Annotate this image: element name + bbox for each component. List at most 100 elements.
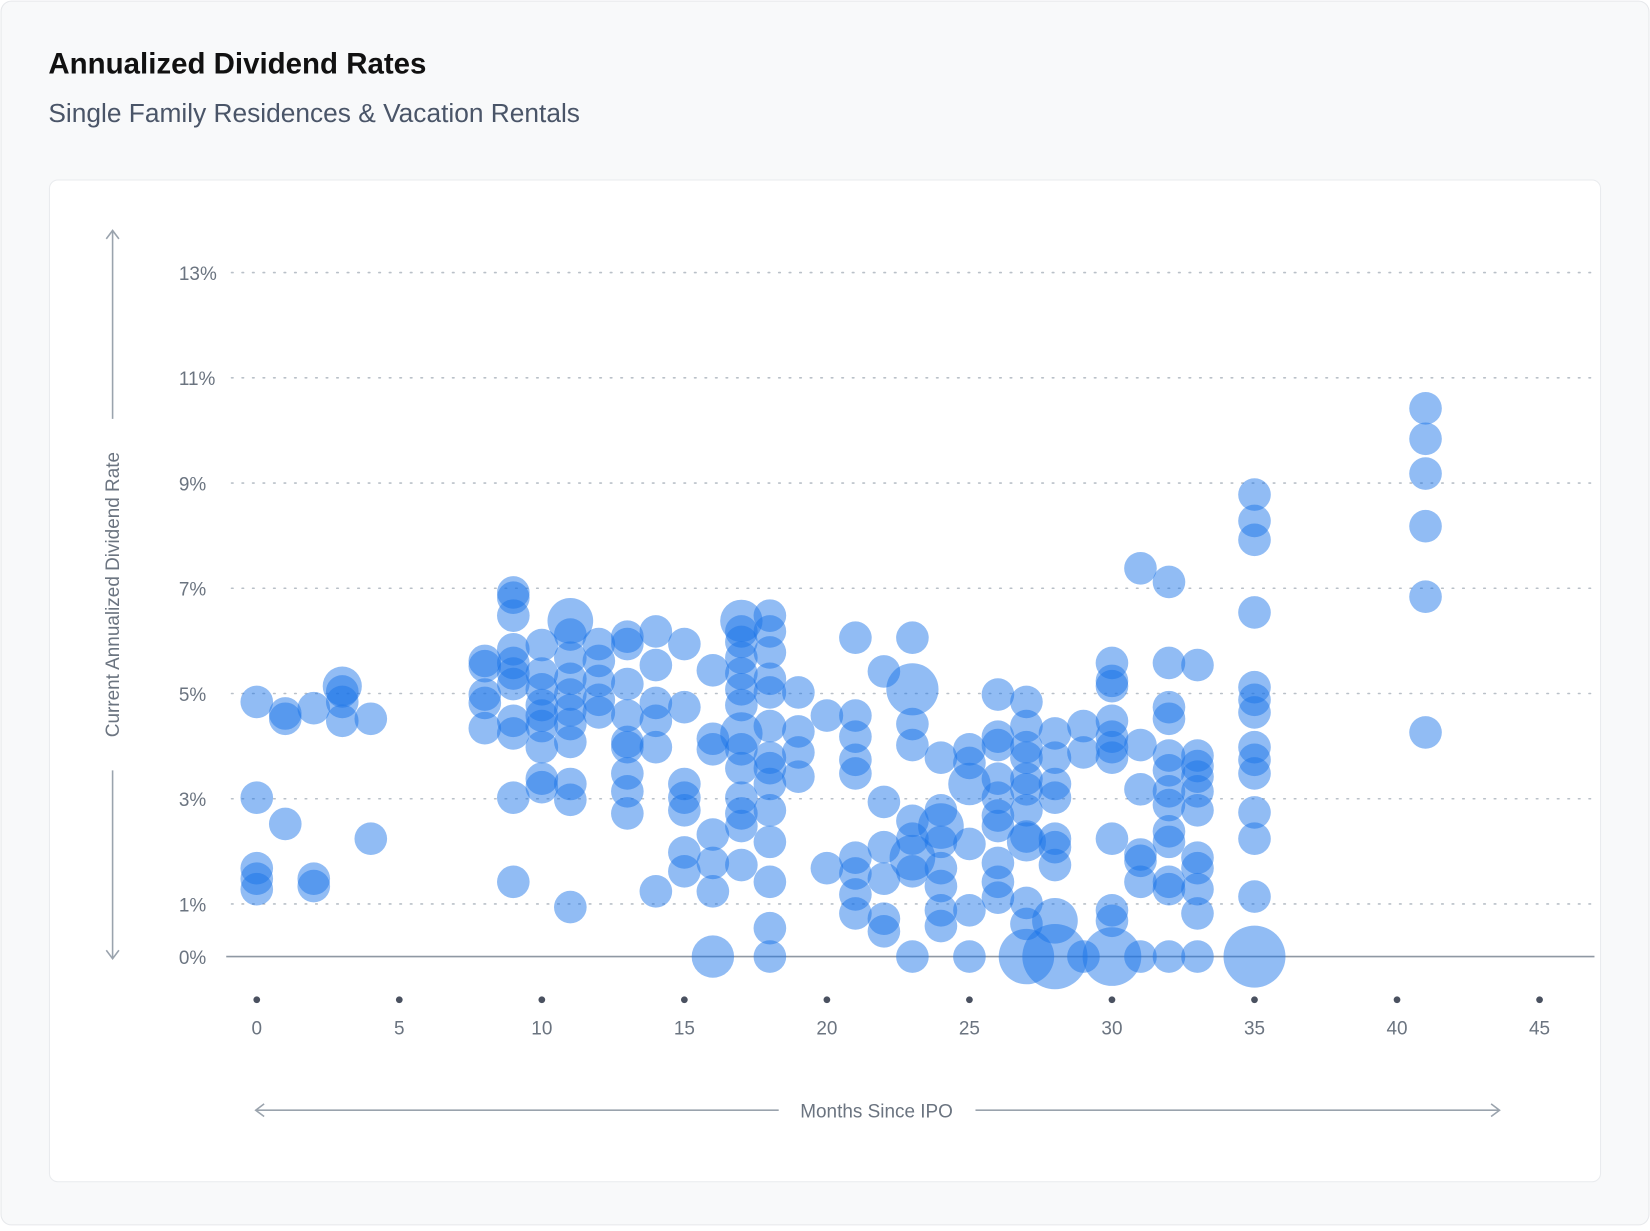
x-tick-label: 10	[531, 1018, 552, 1039]
bubble	[1181, 775, 1214, 808]
bubble	[1181, 897, 1214, 930]
bubble	[1010, 886, 1043, 920]
bubble	[720, 712, 763, 755]
bubble	[1409, 392, 1442, 425]
bubble	[322, 666, 362, 706]
bubble	[639, 615, 673, 648]
bubble	[886, 663, 939, 716]
bubble	[896, 621, 929, 655]
bubble	[468, 711, 502, 745]
bubble	[839, 720, 872, 753]
bubble	[981, 720, 1015, 753]
bubble	[1181, 793, 1214, 827]
bubble	[1067, 709, 1100, 743]
bubble	[240, 862, 274, 896]
bubble	[240, 781, 274, 814]
bubble	[468, 644, 502, 678]
bubble	[924, 851, 958, 885]
bubble	[554, 767, 587, 801]
bubble	[1238, 696, 1271, 729]
bubble	[1095, 720, 1129, 753]
bubble	[696, 846, 730, 880]
bubble	[611, 667, 644, 701]
x-tick-label: 25	[959, 1018, 980, 1039]
bubble	[1409, 580, 1442, 613]
bubble	[1095, 904, 1129, 938]
bubble	[1238, 822, 1271, 856]
x-tick-label: 15	[674, 1018, 695, 1039]
y-tick-label: 3%	[179, 790, 207, 811]
y-tick-label: 11%	[179, 369, 216, 390]
bubble	[810, 699, 844, 732]
bubble	[839, 621, 872, 655]
bubble	[325, 685, 359, 719]
bubble	[497, 599, 530, 632]
bubble	[867, 862, 901, 896]
bubble	[839, 878, 872, 911]
bubble	[525, 730, 559, 764]
bubble	[1409, 716, 1442, 749]
bubble	[297, 691, 331, 725]
bubble	[297, 869, 331, 903]
bubble	[839, 857, 872, 890]
bubble	[1152, 775, 1186, 808]
x-axis-arrow	[254, 1103, 1501, 1118]
bubble	[611, 725, 644, 759]
bubble	[1095, 741, 1129, 775]
bubble	[896, 804, 929, 838]
bubble	[1238, 670, 1271, 704]
bubble	[1010, 741, 1043, 775]
bubble	[839, 699, 872, 732]
x-tick-label: 35	[1244, 1018, 1265, 1039]
bubble	[725, 672, 758, 706]
bubble	[725, 751, 758, 785]
bubble	[497, 632, 530, 666]
y-tick-label: 5%	[179, 685, 207, 706]
bubble	[981, 881, 1015, 914]
bubble	[725, 615, 758, 648]
bubble	[691, 935, 735, 978]
bubble	[1095, 646, 1129, 680]
bubble	[1152, 788, 1186, 822]
bubble	[924, 741, 958, 775]
bubble	[1238, 504, 1271, 538]
bubble	[1409, 509, 1442, 543]
x-tick-mark	[680, 996, 688, 1004]
y-tick-label: 9%	[179, 474, 207, 495]
bubble	[611, 797, 644, 830]
bubble	[1095, 893, 1129, 927]
bubble	[753, 662, 787, 696]
bubble	[924, 869, 958, 903]
bubble	[1124, 838, 1157, 871]
chart-subtitle: Single Family Residences & Vacation Rent…	[48, 98, 580, 128]
bubble	[753, 825, 787, 859]
chart-title: Annualized Dividend Rates	[48, 48, 426, 81]
bubble	[554, 694, 587, 727]
bubble	[696, 722, 730, 756]
bubble	[1095, 704, 1129, 738]
bubble	[753, 676, 787, 709]
bubble	[725, 688, 758, 722]
bubble	[611, 699, 644, 732]
bubble	[1238, 880, 1271, 913]
bubble	[1010, 820, 1043, 853]
bubble	[668, 627, 701, 661]
bubble	[668, 767, 701, 801]
x-tick-mark	[1108, 996, 1116, 1004]
bubble	[554, 890, 587, 924]
x-axis-label: Months Since IPO	[800, 1102, 953, 1123]
bubble	[554, 678, 587, 711]
bubble	[1124, 728, 1157, 762]
bubble	[1152, 690, 1186, 724]
bubble	[668, 690, 701, 724]
bubble	[497, 581, 530, 615]
bubble	[1038, 848, 1072, 882]
bubble	[1038, 822, 1072, 856]
bubble	[468, 649, 502, 683]
bubble	[268, 702, 302, 736]
x-tick-mark	[1393, 996, 1401, 1004]
bubble	[953, 940, 986, 973]
bubble	[554, 783, 587, 817]
bubble	[839, 757, 872, 790]
